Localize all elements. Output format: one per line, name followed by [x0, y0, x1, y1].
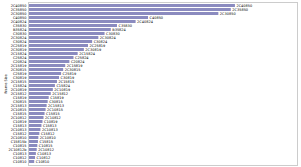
svg-text:2C15813: 2C15813 — [10, 104, 27, 109]
svg-text:C10815: C10815 — [38, 144, 53, 149]
svg-text:2C40850: 2C40850 — [10, 4, 27, 9]
svg-text:2C15819: 2C15819 — [66, 64, 83, 69]
svg-text:C20824: C20824 — [12, 60, 27, 65]
svg-text:2C25819: 2C25819 — [10, 44, 27, 49]
svg-text:2C10815: 2C10815 — [47, 108, 63, 113]
svg-text:C30819: C30819 — [12, 76, 27, 81]
svg-text:C25819: C25819 — [12, 72, 27, 77]
svg-text:C10810: C10810 — [13, 160, 27, 164]
svg-text:2C15813: 2C15813 — [48, 104, 64, 109]
svg-text:B35824: B35824 — [112, 28, 126, 33]
svg-text:C10812: C10812 — [12, 156, 27, 161]
svg-text:C35830: C35830 — [12, 24, 27, 29]
svg-text:2C40850: 2C40850 — [236, 4, 253, 9]
svg-text:C10812: C10812 — [36, 156, 51, 161]
svg-text:C15812: C15812 — [40, 132, 55, 137]
svg-text:B35824: B35824 — [13, 28, 27, 33]
svg-text:2C10812: 2C10812 — [45, 116, 61, 121]
svg-text:2C30819: 2C30819 — [10, 48, 27, 53]
svg-text:2C10812: 2C10812 — [38, 148, 54, 153]
svg-text:C40850: C40850 — [149, 16, 164, 21]
svg-text:2C30824: 2C30824 — [99, 36, 116, 41]
svg-text:2C15812: 2C15812 — [10, 92, 27, 97]
svg-text:C15815: C15815 — [12, 112, 27, 117]
svg-text:2C35850: 2C35850 — [232, 8, 249, 13]
svg-text:2C15812: 2C15812 — [52, 92, 69, 97]
svg-text:C15813: C15813 — [12, 124, 27, 129]
svg-text:2C25819: 2C25819 — [89, 44, 106, 49]
svg-text:2C30815: 2C30815 — [10, 68, 27, 73]
svg-text:2C10813: 2C10813 — [10, 128, 27, 133]
svg-text:C15815: C15815 — [46, 112, 60, 117]
svg-text:C10819: C10819 — [44, 120, 58, 125]
svg-text:2C30850: 2C30850 — [220, 12, 236, 16]
svg-text:2C10815: 2C10815 — [10, 108, 27, 113]
svg-text:C15819: C15819 — [12, 96, 27, 101]
svg-text:C10810: C10810 — [36, 160, 50, 164]
svg-text:2C15824: 2C15824 — [10, 52, 27, 57]
svg-text:C40850: C40850 — [12, 16, 27, 21]
svg-text:2C40824: 2C40824 — [137, 20, 154, 24]
svg-text:2C30819: 2C30819 — [85, 48, 102, 53]
svg-text:2C15824: 2C15824 — [79, 52, 95, 57]
svg-text:2C10813: 2C10813 — [41, 128, 58, 133]
svg-text:C15815b: C15815b — [10, 140, 27, 145]
svg-text:2C35850: 2C35850 — [10, 8, 27, 13]
svg-text:C15813: C15813 — [43, 124, 57, 129]
svg-text:C15819: C15819 — [50, 96, 64, 101]
svg-text:C20824: C20824 — [70, 60, 85, 65]
svg-text:C30830: C30830 — [106, 32, 120, 37]
svg-text:C10815: C10815 — [12, 144, 27, 149]
svg-text:2C30815: 2C30815 — [64, 68, 81, 73]
svg-text:2C30824: 2C30824 — [10, 36, 27, 41]
svg-text:C10813: C10813 — [37, 152, 51, 157]
svg-text:2C10819: 2C10819 — [54, 88, 71, 93]
svg-text:C15824: C15824 — [56, 84, 70, 89]
svg-text:C30815: C30815 — [12, 100, 27, 105]
svg-text:C35830: C35830 — [118, 24, 133, 29]
svg-text:C10819: C10819 — [12, 120, 27, 125]
svg-text:2C10810: 2C10810 — [10, 136, 27, 141]
svg-text:C15812: C15812 — [12, 132, 27, 137]
svg-text:2C15815: 2C15815 — [10, 80, 27, 85]
svg-text:2C40824: 2C40824 — [10, 20, 27, 25]
svg-text:C30824: C30824 — [12, 40, 27, 45]
svg-text:2C15815: 2C15815 — [58, 80, 75, 85]
svg-text:C30819: C30819 — [60, 76, 75, 81]
svg-text:C30830: C30830 — [12, 32, 27, 37]
svg-text:C25824: C25824 — [75, 56, 89, 61]
svg-text:2C30850: 2C30850 — [10, 12, 27, 17]
svg-text:Frame Size: Frame Size — [4, 74, 8, 93]
svg-text:2C10810: 2C10810 — [39, 136, 56, 141]
svg-text:2C15819: 2C15819 — [10, 64, 27, 69]
svg-text:C30824: C30824 — [93, 40, 108, 45]
svg-text:C15815: C15815 — [39, 140, 53, 145]
svg-text:C30815: C30815 — [49, 100, 63, 105]
svg-text:C25819: C25819 — [62, 72, 77, 77]
svg-text:C15824: C15824 — [12, 84, 27, 89]
svg-text:2C10812b: 2C10812b — [8, 148, 27, 153]
svg-text:C10813: C10813 — [12, 152, 27, 157]
svg-text:C25824: C25824 — [12, 56, 27, 61]
svg-text:2C10812: 2C10812 — [10, 116, 27, 121]
svg-text:2C10819: 2C10819 — [10, 88, 27, 93]
